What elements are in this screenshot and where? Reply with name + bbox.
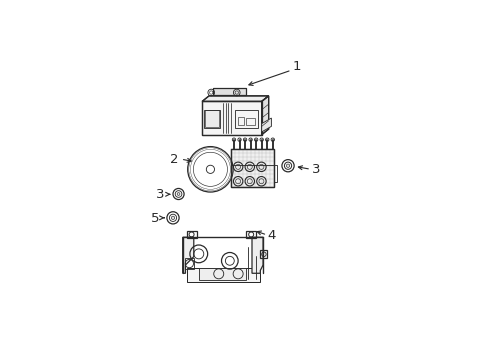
- Text: 1: 1: [291, 60, 300, 73]
- Polygon shape: [261, 118, 271, 132]
- Bar: [202, 102, 261, 135]
- Polygon shape: [213, 88, 245, 95]
- Polygon shape: [261, 96, 268, 135]
- Bar: [204, 110, 219, 127]
- Polygon shape: [202, 102, 261, 135]
- Bar: [235, 110, 257, 128]
- Bar: [246, 118, 254, 125]
- Bar: [246, 231, 256, 238]
- Bar: [199, 268, 246, 280]
- Text: 3: 3: [311, 163, 319, 176]
- Polygon shape: [202, 96, 268, 102]
- Bar: [274, 165, 276, 182]
- Bar: [238, 117, 243, 125]
- Bar: [204, 110, 219, 128]
- Bar: [231, 149, 274, 187]
- Text: 5: 5: [150, 212, 159, 225]
- Text: 4: 4: [266, 229, 275, 242]
- Polygon shape: [183, 237, 193, 273]
- Bar: [260, 250, 267, 258]
- Polygon shape: [231, 149, 274, 187]
- Text: 3: 3: [156, 188, 164, 201]
- Bar: [186, 231, 196, 238]
- Circle shape: [171, 216, 174, 220]
- Circle shape: [177, 193, 180, 195]
- Polygon shape: [251, 237, 263, 273]
- Circle shape: [286, 164, 289, 167]
- Polygon shape: [186, 268, 260, 282]
- Text: 2: 2: [170, 153, 178, 166]
